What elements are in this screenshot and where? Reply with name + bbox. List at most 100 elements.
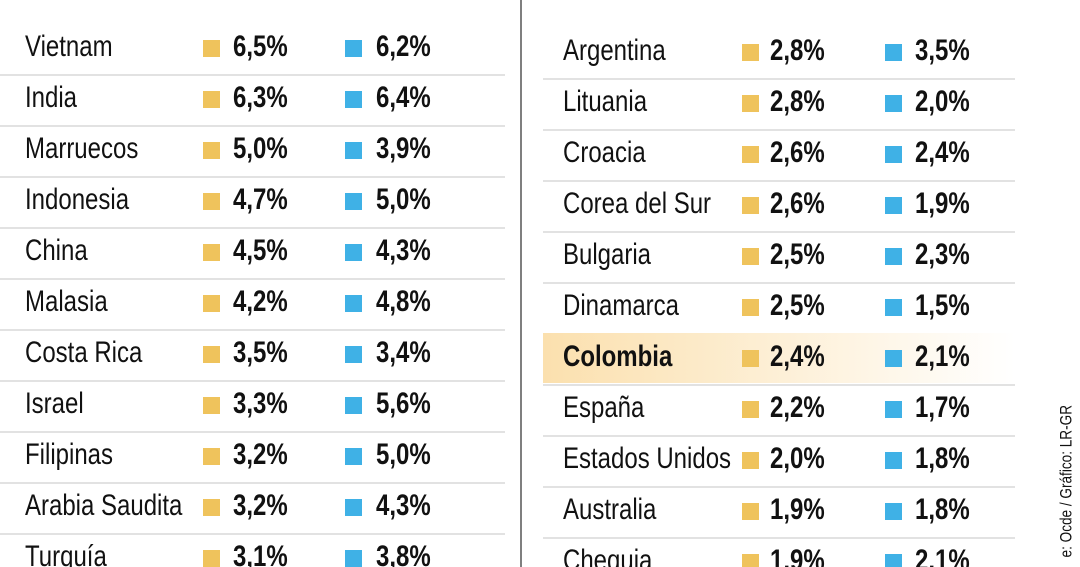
- value-blue: 1,5%: [915, 287, 970, 321]
- legend-square-blue: [345, 550, 362, 567]
- value-yellow: 2,6%: [770, 185, 825, 219]
- legend-square-yellow: [203, 550, 220, 567]
- value-yellow: 5,0%: [233, 130, 288, 164]
- value-blue: 3,9%: [376, 130, 431, 164]
- legend-square-yellow: [742, 401, 759, 418]
- legend-square-blue: [885, 95, 902, 112]
- country-name: Malasia: [25, 283, 108, 317]
- value-yellow: 2,0%: [770, 440, 825, 474]
- value-blue: 6,4%: [376, 79, 431, 113]
- value-yellow: 3,5%: [233, 334, 288, 368]
- value-blue: 3,8%: [376, 538, 431, 567]
- value-blue: 2,1%: [915, 542, 970, 567]
- value-yellow: 4,5%: [233, 232, 288, 266]
- legend-square-yellow: [203, 295, 220, 312]
- country-name: Dinamarca: [563, 287, 680, 321]
- value-yellow: 4,2%: [233, 283, 288, 317]
- country-name: Colombia: [563, 338, 673, 372]
- legend-square-blue: [885, 401, 902, 418]
- value-yellow: 2,5%: [770, 236, 825, 270]
- country-name: Lituania: [563, 83, 648, 117]
- value-yellow: 2,2%: [770, 389, 825, 423]
- legend-square-blue: [885, 554, 902, 567]
- legend-square-yellow: [742, 146, 759, 163]
- legend-square-blue: [885, 197, 902, 214]
- value-blue: 5,0%: [376, 436, 431, 470]
- country-name: Estados Unidos: [563, 440, 731, 474]
- value-blue: 3,5%: [915, 32, 970, 66]
- value-blue: 4,3%: [376, 232, 431, 266]
- legend-square-yellow: [203, 91, 220, 108]
- legend-square-blue: [885, 503, 902, 520]
- legend-square-blue: [345, 295, 362, 312]
- legend-square-blue: [885, 146, 902, 163]
- legend-square-yellow: [742, 95, 759, 112]
- country-name: Costa Rica: [25, 334, 143, 368]
- value-blue: 2,4%: [915, 134, 970, 168]
- legend-square-yellow: [742, 44, 759, 61]
- value-yellow: 2,8%: [770, 83, 825, 117]
- value-blue: 5,6%: [376, 385, 431, 419]
- value-blue: 1,8%: [915, 491, 970, 525]
- value-yellow: 3,1%: [233, 538, 288, 567]
- legend-square-yellow: [203, 346, 220, 363]
- legend-square-blue: [345, 244, 362, 261]
- value-yellow: 2,5%: [770, 287, 825, 321]
- country-name: Turquía: [25, 538, 108, 567]
- value-yellow: 4,7%: [233, 181, 288, 215]
- source-note: e: Ocde / Gráfico: LR-GR: [1057, 405, 1076, 557]
- legend-square-yellow: [203, 448, 220, 465]
- value-blue: 1,9%: [915, 185, 970, 219]
- legend-square-blue: [885, 44, 902, 61]
- country-name: Argentina: [563, 32, 666, 66]
- country-name: Arabia Saudita: [25, 487, 183, 521]
- legend-square-yellow: [203, 142, 220, 159]
- value-yellow: 3,2%: [233, 487, 288, 521]
- country-name: Filipinas: [25, 436, 113, 470]
- legend-square-yellow: [203, 244, 220, 261]
- legend-square-blue: [345, 346, 362, 363]
- row-highlight: [543, 333, 1015, 383]
- legend-square-blue: [345, 193, 362, 210]
- country-name: China: [25, 232, 88, 266]
- legend-square-blue: [345, 40, 362, 57]
- value-yellow: 2,4%: [770, 338, 825, 372]
- country-name: Israel: [25, 385, 84, 419]
- legend-square-blue: [885, 248, 902, 265]
- value-yellow: 3,3%: [233, 385, 288, 419]
- value-yellow: 6,5%: [233, 28, 288, 62]
- legend-square-yellow: [742, 554, 759, 567]
- legend-square-yellow: [742, 197, 759, 214]
- legend-square-blue: [345, 448, 362, 465]
- legend-square-yellow: [742, 350, 759, 367]
- value-yellow: 1,9%: [770, 542, 825, 567]
- country-name: Marruecos: [25, 130, 138, 164]
- legend-square-blue: [345, 142, 362, 159]
- legend-square-blue: [345, 91, 362, 108]
- value-blue: 1,8%: [915, 440, 970, 474]
- country-name: Bulgaria: [563, 236, 652, 270]
- value-blue: 4,8%: [376, 283, 431, 317]
- value-blue: 4,3%: [376, 487, 431, 521]
- value-yellow: 6,3%: [233, 79, 288, 113]
- country-name: Australia: [563, 491, 657, 525]
- country-name: Corea del Sur: [563, 185, 711, 219]
- legend-square-yellow: [742, 503, 759, 520]
- value-blue: 3,4%: [376, 334, 431, 368]
- country-name: Vietnam: [25, 28, 113, 62]
- legend-square-blue: [885, 299, 902, 316]
- country-name: India: [25, 79, 78, 113]
- value-blue: 5,0%: [376, 181, 431, 215]
- legend-square-blue: [345, 499, 362, 516]
- value-blue: 2,1%: [915, 338, 970, 372]
- value-yellow: 1,9%: [770, 491, 825, 525]
- country-name: Indonesia: [25, 181, 130, 215]
- legend-square-yellow: [203, 397, 220, 414]
- legend-square-blue: [885, 350, 902, 367]
- legend-square-blue: [345, 397, 362, 414]
- legend-square-blue: [885, 452, 902, 469]
- value-blue: 1,7%: [915, 389, 970, 423]
- country-name: Chequia: [563, 542, 653, 567]
- value-blue: 2,3%: [915, 236, 970, 270]
